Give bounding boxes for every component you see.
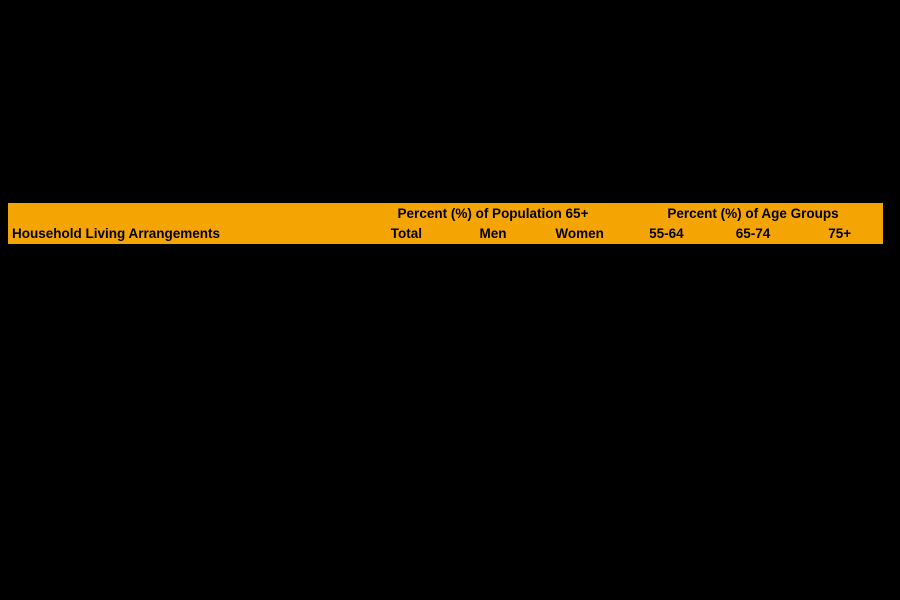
column-header-men: Men [479, 226, 507, 241]
column-header-total: Total [390, 226, 422, 241]
column-header-75plus: 75+ [828, 226, 852, 241]
table-header-band: Percent (%) of Population 65+ Percent (%… [8, 203, 883, 244]
column-header-55-64: 55-64 [649, 226, 684, 241]
group-header-population-65plus: Percent (%) of Population 65+ [397, 205, 589, 221]
group-header-row: Percent (%) of Population 65+ Percent (%… [8, 203, 883, 223]
column-header-women: Women [555, 226, 604, 241]
group-header-age-groups: Percent (%) of Age Groups [667, 205, 839, 221]
column-header-row: Household Living Arrangements Total Men … [8, 223, 883, 244]
column-header-65-74: 65-74 [735, 226, 771, 241]
column-header-household-living-arrangements: Household Living Arrangements [12, 226, 221, 241]
